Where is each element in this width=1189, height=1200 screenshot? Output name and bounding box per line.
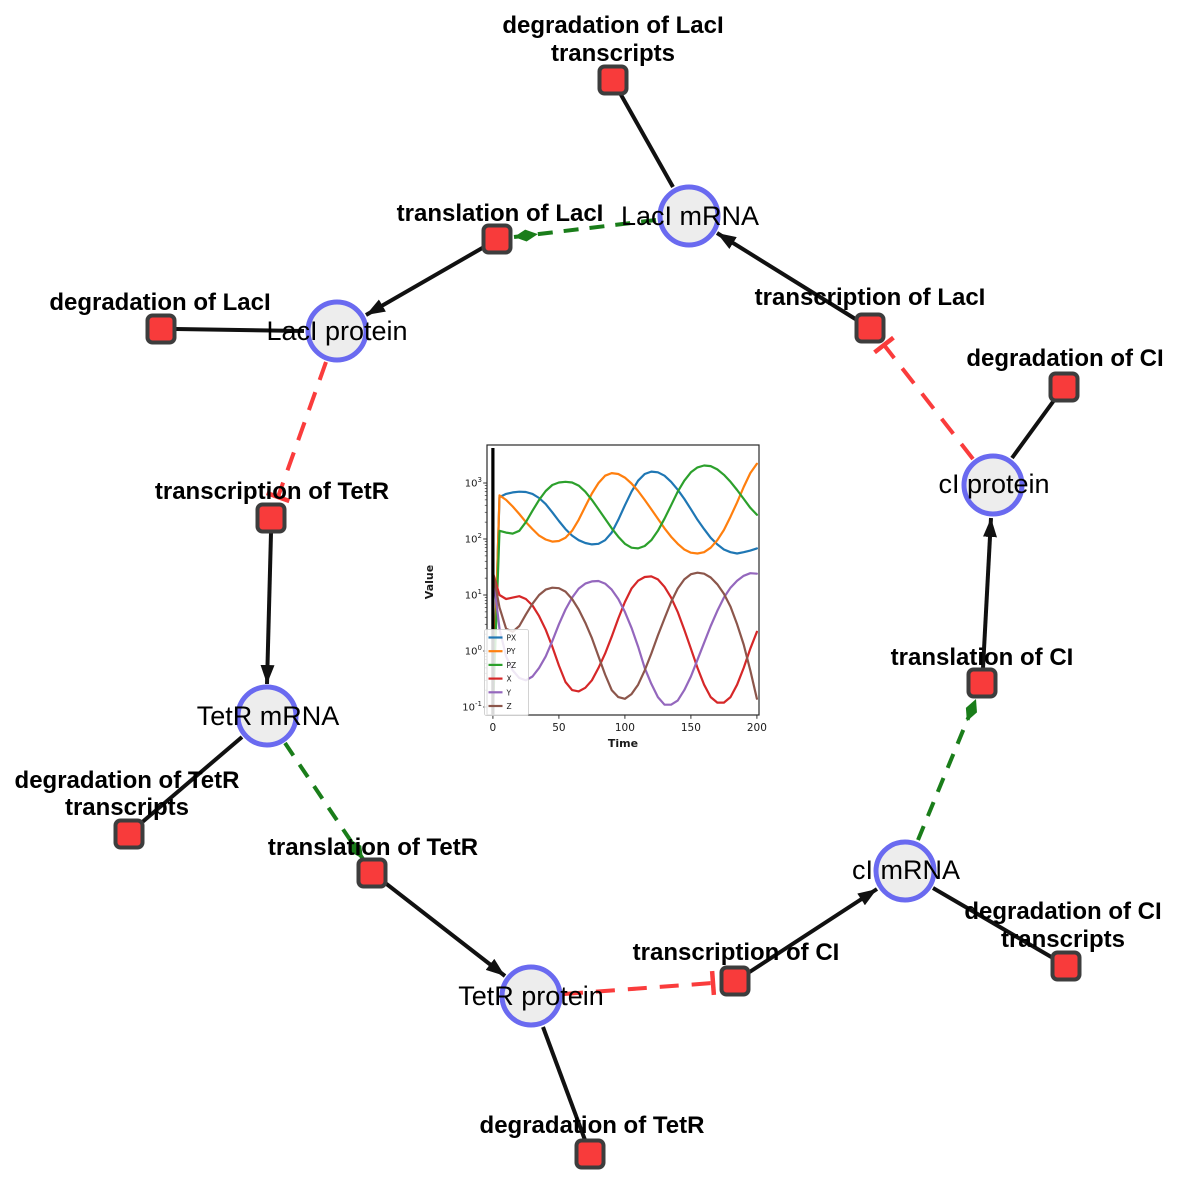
species-node-ci-protein[interactable]	[961, 453, 1025, 517]
reaction-label: degradation of TetR	[480, 1112, 705, 1139]
edge-ciprotein-degci	[1010, 397, 1057, 460]
reaction-node-deg-laci[interactable]	[145, 313, 177, 345]
species-label: cI protein	[938, 469, 1049, 499]
reaction-label: translation of LacI	[397, 200, 604, 227]
x-tick-label: 150	[681, 722, 701, 734]
reaction-label: transcripts	[65, 794, 189, 821]
reaction-label: degradation of CI	[966, 345, 1163, 372]
species-label: TetR mRNA	[197, 701, 340, 731]
x-tick-label: 50	[552, 722, 565, 734]
edge-ciprotein-txnlaci	[873, 335, 975, 461]
series-PZ	[491, 464, 758, 714]
reaction-label: transcripts	[551, 40, 675, 67]
edge-cimrna-transci	[916, 698, 978, 841]
legend-label-Z: Z	[507, 702, 512, 711]
edge-txnlaci-lacimrna	[715, 231, 859, 322]
reaction-node-deg-laci-transcripts[interactable]	[597, 64, 629, 96]
reaction-node-transcription-ci[interactable]	[719, 965, 751, 997]
edge-txntetr-tetrmrna	[260, 532, 275, 685]
edge-tetrmrna-degtranscripts	[138, 735, 244, 826]
reaction-label: translation of CI	[891, 644, 1074, 671]
legend-label-PZ: PZ	[507, 661, 517, 670]
legend-label-X: X	[507, 675, 512, 684]
product-edges	[260, 231, 997, 978]
series-PY	[491, 462, 758, 714]
reaction-label: degradation of LacI	[49, 289, 270, 316]
inhibition-edges	[265, 335, 975, 996]
reaction-nodes	[113, 64, 1082, 1170]
x-tick-label: 100	[615, 722, 635, 734]
species-node-laci-protein[interactable]	[305, 299, 369, 363]
chart-legend: PX PY PZ XYZ	[484, 629, 529, 716]
plot-frame	[486, 444, 760, 716]
edge-translaci-laciprotein	[365, 245, 485, 317]
y-tick-label: 10-1	[462, 700, 482, 714]
species-label: LacI mRNA	[621, 201, 759, 231]
series-X	[491, 571, 758, 704]
chart-curves	[491, 462, 758, 714]
species-nodes	[235, 184, 1025, 1028]
series-Y	[491, 571, 758, 706]
edge-laciprotein-deglaci	[175, 327, 305, 333]
reaction-node-deg-tetr-transcripts[interactable]	[113, 818, 145, 850]
reaction-label: degradation of LacI	[502, 12, 723, 39]
legend-label-PX: PX	[507, 634, 517, 643]
reactant-edges	[138, 92, 1057, 1141]
y-tick-label: 101	[465, 588, 482, 602]
reaction-label: transcription of CI	[633, 939, 840, 966]
reaction-label: transcription of LacI	[755, 284, 986, 311]
series-PX	[491, 470, 758, 714]
y-tick-label: 102	[465, 532, 482, 546]
edge-transtetr-tetrprotein	[382, 880, 507, 978]
reaction-node-transcription-laci[interactable]	[854, 312, 886, 344]
y-axis-label: Value	[423, 565, 436, 599]
reaction-labels: degradation of LacI transcripts translat…	[15, 12, 1164, 1139]
reaction-node-deg-ci-transcripts[interactable]	[1050, 950, 1082, 982]
edge-tetrprotein-txnci	[563, 970, 717, 996]
legend-label-Y: Y	[506, 688, 512, 697]
reaction-label: translation of TetR	[268, 834, 478, 861]
reaction-node-translation-tetr[interactable]	[356, 857, 388, 889]
reaction-label: degradation of TetR	[15, 767, 240, 794]
x-tick-label: 200	[747, 722, 767, 734]
species-node-tetr-mrna[interactable]	[235, 684, 299, 748]
edge-transci-ciprotein	[981, 517, 997, 669]
reaction-label: transcription of TetR	[155, 478, 389, 505]
species-node-ci-mrna[interactable]	[873, 839, 937, 903]
reaction-label: transcripts	[1001, 926, 1125, 953]
time-series-inset: 10-1 100 101 102 103 0 50 100 150 200 Time Value PX P…	[420, 436, 770, 758]
series-Z	[491, 571, 758, 700]
species-node-laci-mrna[interactable]	[657, 184, 721, 248]
x-axis-label: Time	[608, 737, 638, 750]
species-label: cI mRNA	[852, 855, 960, 885]
edge-txnci-cimrna	[746, 887, 879, 975]
species-label: LacI protein	[266, 316, 407, 346]
reaction-label: degradation of CI	[964, 898, 1161, 925]
reaction-node-deg-ci[interactable]	[1048, 371, 1080, 403]
reaction-node-transcription-tetr[interactable]	[255, 502, 287, 534]
edge-tetrprotein-degtetr	[541, 1026, 587, 1141]
legend-label-PY: PY	[507, 647, 516, 656]
x-tick-label: 0	[490, 722, 497, 734]
edge-lacimrna-degtranscripts	[618, 92, 675, 188]
reaction-node-translation-laci[interactable]	[481, 223, 513, 255]
edge-laciprotein-txntetr	[265, 361, 328, 504]
y-tick-label: 103	[465, 476, 482, 490]
reaction-node-deg-tetr[interactable]	[574, 1138, 606, 1170]
modifier-edges	[283, 218, 978, 861]
species-labels: LacI mRNA LacI protein TetR mRNA TetR pr…	[197, 201, 1050, 1011]
reaction-node-translation-ci[interactable]	[966, 667, 998, 699]
species-label: TetR protein	[458, 981, 604, 1011]
edge-tetrmrna-transtetr	[283, 741, 365, 861]
species-node-tetr-protein[interactable]	[499, 964, 563, 1028]
edge-cimrna-degtranscripts	[931, 886, 1055, 960]
y-tick-label: 100	[465, 644, 482, 658]
